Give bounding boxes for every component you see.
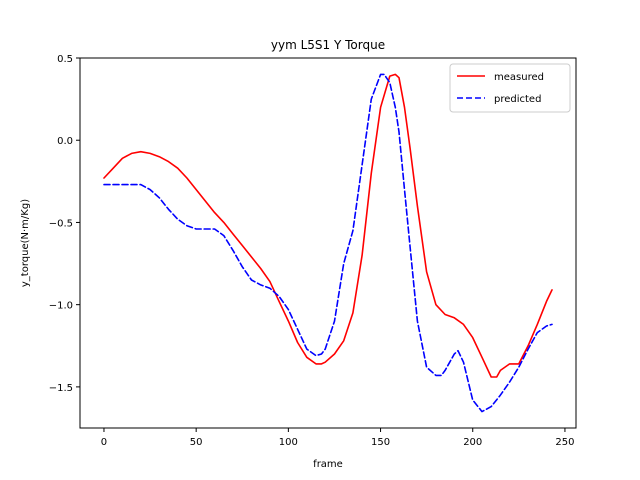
y-tick-label: 0.5 <box>57 54 73 65</box>
legend-label-measured: measured <box>494 72 544 83</box>
x-axis-ticks: 0 50 100 150 200 250 <box>101 428 574 448</box>
x-tick-label: 100 <box>279 437 298 448</box>
y-tick-label: −1.5 <box>49 383 73 394</box>
x-tick-label: 250 <box>555 437 574 448</box>
y-axis-ticks: 0.5 0.0 −0.5 −1.0 −1.5 <box>49 54 80 394</box>
series-line-predicted <box>103 73 553 413</box>
series-line-measured <box>103 73 553 378</box>
x-tick-label: 150 <box>371 437 390 448</box>
y-axis-label: y_torque(N·m/Kg) <box>20 199 31 287</box>
chart-title: yym L5S1 Y Torque <box>271 38 385 52</box>
plot-frame <box>79 57 577 429</box>
x-tick-label: 200 <box>463 437 482 448</box>
y-tick-label: −1.0 <box>49 301 73 312</box>
x-axis-label: frame <box>313 459 343 470</box>
x-tick-label: 0 <box>101 437 107 448</box>
y-tick-label: 0.0 <box>57 136 73 147</box>
legend-label-predicted: predicted <box>494 94 541 105</box>
series-layer <box>103 73 553 413</box>
x-tick-label: 50 <box>190 437 203 448</box>
y-tick-label: −0.5 <box>49 218 73 229</box>
legend: measured predicted <box>449 63 571 113</box>
